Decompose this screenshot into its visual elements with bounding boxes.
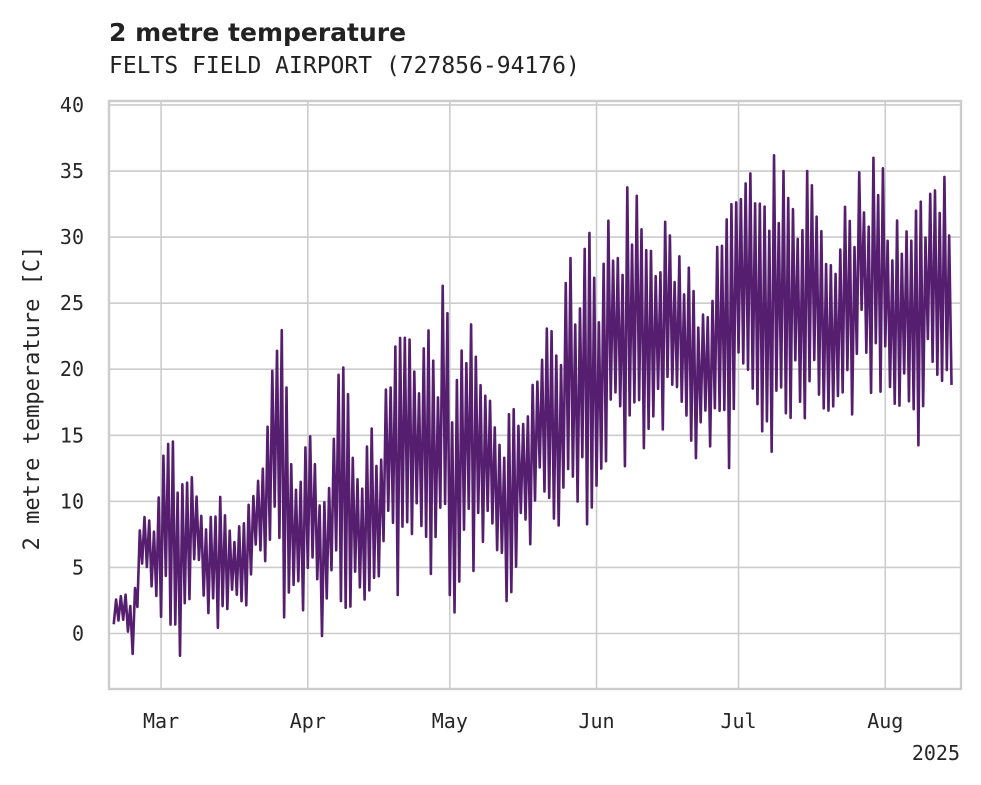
chart-title: 2 metre temperature	[109, 18, 406, 47]
y-tick-label: 5	[72, 555, 84, 579]
x-tick-label: May	[432, 709, 468, 733]
y-tick-label: 15	[60, 423, 84, 447]
x-tick-label: Aug	[867, 709, 903, 733]
y-tick-label: 25	[60, 291, 84, 315]
x-tick-label: Apr	[290, 709, 326, 733]
series-layer	[112, 154, 953, 658]
y-tick-label: 10	[60, 489, 84, 513]
y-tick-label: 35	[60, 159, 84, 183]
grid-lines	[109, 101, 961, 689]
x-tick-label: Jun	[578, 709, 614, 733]
temperature-series-line	[112, 154, 953, 658]
y-tick-label: 0	[72, 622, 84, 646]
tick-labels: Mar Apr May Jun Jul Aug 0 5 10 15 20 25 30 35 40	[60, 93, 903, 733]
x-tick-label: Mar	[143, 709, 179, 733]
y-tick-label: 20	[60, 357, 84, 381]
y-tick-label: 30	[60, 225, 84, 249]
y-tick-label: 40	[60, 93, 84, 117]
y-axis-label: 2 metre temperature [C]	[20, 246, 45, 551]
plot-frame	[107, 99, 963, 691]
x-offset-label: 2025	[912, 741, 960, 765]
x-tick-label: Jul	[720, 709, 756, 733]
chart-subtitle: FELTS FIELD AIRPORT (727856-94176)	[109, 53, 580, 79]
